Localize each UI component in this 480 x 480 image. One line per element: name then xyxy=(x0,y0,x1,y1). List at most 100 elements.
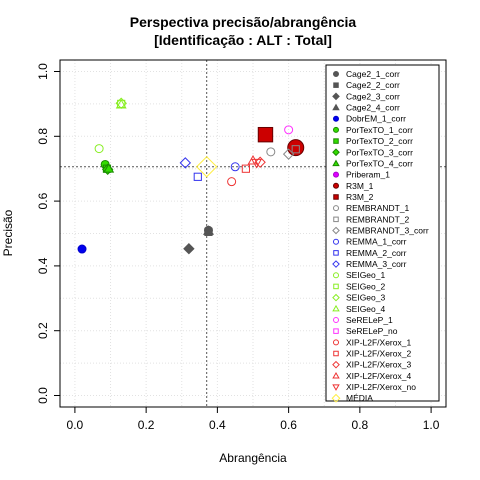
legend-label: REMBRANDT_1 xyxy=(346,203,410,213)
data-point xyxy=(227,177,237,187)
legend-marker xyxy=(333,182,339,189)
legend-label: PorTexTO_2_corr xyxy=(346,136,413,146)
legend-marker xyxy=(333,238,339,245)
legend-label: XIP-L2F/Xerox_no xyxy=(346,382,416,392)
legend-marker xyxy=(332,260,340,268)
legend-marker xyxy=(332,159,340,167)
data-point xyxy=(94,144,104,154)
legend-label: R3M_2 xyxy=(346,192,374,202)
data-point xyxy=(254,156,266,168)
legend-label: XIP-L2F/Xerox_2 xyxy=(346,349,411,359)
legend-label: R3M_1 xyxy=(346,181,374,191)
data-point xyxy=(282,148,295,160)
data-point xyxy=(241,164,250,173)
legend-marker xyxy=(333,250,339,256)
chart-title: Perspectiva precisão/abrangência xyxy=(130,14,357,30)
x-tick-label: 1.0 xyxy=(423,418,440,432)
data-point xyxy=(284,125,294,135)
legend-marker xyxy=(332,103,340,111)
data-point xyxy=(203,225,214,235)
data-point xyxy=(77,244,87,254)
legend-label: PorTexTO_3_corr xyxy=(346,147,413,157)
legend-label: REMBRANDT_3_corr xyxy=(346,226,429,236)
data-point xyxy=(230,162,240,172)
legend-label: PorTexTO_1_corr xyxy=(346,125,413,135)
legend-marker xyxy=(332,304,340,312)
y-axis-label: Precisão xyxy=(1,209,15,256)
legend-label: Cage2_3_corr xyxy=(346,91,400,101)
data-point xyxy=(195,156,218,178)
data-point xyxy=(247,154,259,165)
data-point xyxy=(291,145,300,154)
legend-marker xyxy=(332,92,340,101)
y-tick-label: 0.6 xyxy=(36,192,50,209)
legend-label: SEIGeo_3 xyxy=(346,293,385,303)
legend-marker xyxy=(333,339,339,346)
data-point xyxy=(251,158,263,169)
legend-label: SEIGeo_4 xyxy=(346,304,385,314)
legend-label: XIP-L2F/Xerox_4 xyxy=(346,371,411,381)
legend-marker xyxy=(333,138,339,144)
y-tick-label: 0.4 xyxy=(36,257,50,274)
legend-marker xyxy=(333,316,339,323)
x-tick-label: 0.0 xyxy=(67,418,84,432)
legend-marker xyxy=(332,371,340,379)
legend-marker xyxy=(333,71,339,77)
x-tick-label: 0.8 xyxy=(352,418,369,432)
legend-label: XIP-L2F/Xerox_1 xyxy=(346,337,411,347)
data-point xyxy=(193,172,202,181)
legend-marker xyxy=(333,350,339,357)
legend-marker xyxy=(333,171,339,178)
legend-label: SeRELeP_no xyxy=(346,326,398,336)
legend-marker xyxy=(333,126,339,133)
x-tick-label: 0.4 xyxy=(209,418,226,432)
data-point xyxy=(103,163,115,173)
data-point xyxy=(179,157,192,169)
legend-marker xyxy=(331,393,341,403)
x-axis-label: Abrangência xyxy=(219,451,287,465)
legend-marker xyxy=(333,115,339,122)
legend-marker xyxy=(332,384,340,391)
data-point xyxy=(183,243,195,255)
x-tick-label: 0.2 xyxy=(138,418,155,432)
legend-label: XIP-L2F/Xerox_3 xyxy=(346,360,411,370)
legend-marker xyxy=(333,283,339,290)
legend-box xyxy=(325,64,440,402)
legend-label: REMBRANDT_2 xyxy=(346,214,410,224)
legend-label: Cage2_1_corr xyxy=(346,69,400,79)
legend-label: SEIGeo_1 xyxy=(346,270,385,280)
legend-marker xyxy=(332,226,340,235)
legend-label: Cage2_4_corr xyxy=(346,103,400,113)
axes: 0.0 0.2 0.4 0.6 0.8 1.0 0.0 0.2 0.4 0.6 0.8 1.0 xyxy=(36,59,447,432)
legend-label: MÉDIA xyxy=(346,393,373,403)
legend-marker xyxy=(332,148,340,157)
legend-label: Cage2_2_corr xyxy=(346,80,400,90)
legend-label: REMMA_1_corr xyxy=(346,237,407,247)
legend-marker xyxy=(333,82,339,88)
data-point xyxy=(266,147,276,157)
legend-label: Priberam_1 xyxy=(346,170,390,180)
x-tick-label: 0.6 xyxy=(280,418,297,432)
legend-marker xyxy=(332,360,340,369)
legend-marker xyxy=(333,194,339,200)
legend-label: SEIGeo_2 xyxy=(346,281,385,291)
legend-label: REMMA_2_corr xyxy=(346,248,407,258)
data-points xyxy=(77,97,305,255)
legend-label: PorTexTO_4_corr xyxy=(346,158,413,168)
legend-marker xyxy=(333,216,339,223)
data-point xyxy=(257,126,274,143)
chart-subtitle: [Identificação : ALT : Total] xyxy=(154,32,332,48)
data-point xyxy=(115,98,127,109)
y-tick-label: 0.2 xyxy=(36,322,50,339)
legend-marker xyxy=(333,272,339,279)
legend-marker xyxy=(332,293,340,302)
legend-label: SeRELeP_1 xyxy=(346,315,393,325)
legend-label: DobrEM_1_corr xyxy=(346,114,406,124)
y-tick-label: 0.8 xyxy=(36,128,50,145)
y-tick-label: 1.0 xyxy=(36,63,50,80)
y-tick-label: 0.0 xyxy=(36,387,50,404)
legend-marker xyxy=(333,328,339,334)
legend-label: REMMA_3_corr xyxy=(346,259,407,269)
